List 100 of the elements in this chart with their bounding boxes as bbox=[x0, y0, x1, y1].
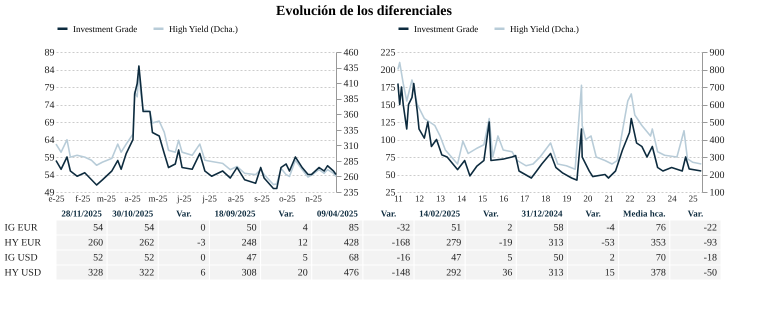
data-label: 5 bbox=[302, 252, 308, 264]
legend-label: High Yield (Dcha.) bbox=[510, 24, 579, 34]
y-tick-label: 59 bbox=[44, 152, 54, 164]
data-label: 2 bbox=[610, 252, 615, 264]
data-label: 5 bbox=[507, 252, 512, 264]
x-tick-label: Var. bbox=[278, 208, 294, 218]
data-label: 476 bbox=[344, 268, 359, 278]
data-label: 52 bbox=[93, 252, 104, 264]
y-tick-label: 75 bbox=[386, 152, 396, 164]
data-label: 262 bbox=[139, 238, 154, 248]
x-tick-label: 24 bbox=[668, 194, 678, 204]
data-label: -32 bbox=[396, 222, 410, 234]
y-tick-label: HY USD bbox=[4, 268, 42, 278]
data-label: 70 bbox=[656, 252, 666, 264]
y2-tick-label: 335 bbox=[344, 125, 358, 136]
data-label: 248 bbox=[242, 238, 257, 248]
data-label: 6 bbox=[200, 268, 206, 278]
x-tick-label: a-25 bbox=[124, 194, 142, 204]
data-label: 54 bbox=[93, 222, 104, 234]
y2-tick-label: 260 bbox=[344, 172, 358, 183]
data-label: 52 bbox=[144, 252, 154, 264]
y2-tick-label: 500 bbox=[710, 118, 724, 128]
y-tick-label: 200 bbox=[380, 65, 396, 76]
data-label: 47 bbox=[451, 252, 462, 264]
y-tick-label: 175 bbox=[380, 82, 396, 94]
y2-tick-label: 360 bbox=[344, 110, 358, 121]
data-label: 378 bbox=[650, 268, 666, 278]
y-tick-label: 125 bbox=[380, 118, 396, 128]
x-tick-label: Var. bbox=[380, 208, 396, 218]
data-label: 76 bbox=[656, 222, 666, 234]
x-tick-label: m-25 bbox=[148, 194, 168, 204]
data-label: 0 bbox=[200, 252, 206, 264]
data-label: -22 bbox=[704, 222, 717, 234]
y-tick-label: 50 bbox=[386, 170, 396, 181]
x-tick-label: 23 bbox=[646, 194, 656, 204]
data-label: -53 bbox=[601, 238, 615, 248]
x-tick-label: f-25 bbox=[75, 194, 91, 204]
y2-tick-label: 700 bbox=[710, 82, 724, 94]
legend-label: Investment Grade bbox=[414, 24, 478, 34]
y-tick-label: 69 bbox=[44, 118, 54, 128]
x-tick-label: 28/11/2025 bbox=[61, 208, 102, 218]
y2-tick-label: 460 bbox=[344, 48, 358, 58]
x-tick-label: 16 bbox=[499, 194, 509, 204]
y2-tick-label: 310 bbox=[344, 140, 358, 152]
data-label: -50 bbox=[704, 268, 717, 278]
data-label: 279 bbox=[446, 238, 462, 248]
x-tick-label: 19 bbox=[562, 194, 572, 204]
x-tick-label: 20 bbox=[583, 194, 593, 204]
y-tick-label: 225 bbox=[380, 48, 396, 58]
y2-tick-label: 410 bbox=[344, 78, 358, 90]
data-label: 428 bbox=[344, 238, 359, 248]
x-tick-label: 14 bbox=[457, 194, 467, 204]
x-tick-label: 14/02/2025 bbox=[419, 208, 461, 218]
data-label: -168 bbox=[392, 238, 410, 248]
data-label: 2 bbox=[507, 222, 512, 234]
x-tick-label: n-25 bbox=[305, 194, 322, 204]
x-tick-label: 17 bbox=[520, 194, 530, 204]
x-tick-label: j-25 bbox=[176, 194, 192, 204]
y-tick-label: 100 bbox=[380, 135, 396, 146]
data-label: 50 bbox=[246, 222, 257, 234]
data-label: 58 bbox=[554, 222, 564, 234]
line-series bbox=[397, 62, 702, 170]
x-tick-label: 25 bbox=[688, 194, 698, 204]
data-label: -148 bbox=[392, 268, 410, 278]
data-label: 292 bbox=[446, 268, 462, 278]
x-tick-label: a-25 bbox=[228, 194, 244, 204]
y2-tick-label: 285 bbox=[344, 156, 358, 168]
data-label: 47 bbox=[246, 252, 257, 264]
y-tick-label: 49 bbox=[44, 188, 54, 198]
data-label: 328 bbox=[88, 268, 104, 278]
x-tick-label: 11 bbox=[394, 194, 403, 204]
x-tick-label: 09/04/2025 bbox=[316, 208, 358, 218]
data-label: 12 bbox=[298, 238, 308, 248]
data-label: 313 bbox=[548, 268, 564, 278]
data-label: 36 bbox=[502, 268, 512, 278]
data-label: 322 bbox=[139, 268, 154, 278]
x-tick-label: 31/12/2024 bbox=[521, 208, 563, 218]
x-tick-label: o-25 bbox=[279, 194, 296, 204]
line-series bbox=[397, 82, 702, 181]
x-tick-label: j-25 bbox=[201, 194, 218, 204]
data-label: -4 bbox=[606, 222, 615, 234]
x-tick-label: 22 bbox=[625, 194, 634, 204]
data-label: 4 bbox=[302, 222, 308, 234]
y-tick-label: 64 bbox=[44, 135, 54, 146]
y2-tick-label: 800 bbox=[710, 65, 724, 76]
y2-tick-label: 600 bbox=[710, 100, 724, 111]
x-tick-label: Var. bbox=[176, 208, 192, 218]
data-label: -93 bbox=[704, 238, 717, 248]
x-tick-label: 18 bbox=[541, 194, 551, 204]
data-label: 0 bbox=[200, 222, 206, 234]
y2-tick-label: 235 bbox=[344, 188, 358, 198]
data-label: 54 bbox=[144, 222, 154, 234]
y-tick-label: 150 bbox=[380, 100, 396, 111]
y2-tick-label: 400 bbox=[710, 135, 724, 146]
data-label: 260 bbox=[88, 238, 104, 248]
data-label: 50 bbox=[554, 252, 564, 264]
y2-tick-label: 100 bbox=[710, 188, 724, 198]
y2-tick-label: 385 bbox=[344, 94, 358, 106]
y2-tick-label: 900 bbox=[710, 48, 724, 58]
data-label: 68 bbox=[348, 252, 359, 264]
